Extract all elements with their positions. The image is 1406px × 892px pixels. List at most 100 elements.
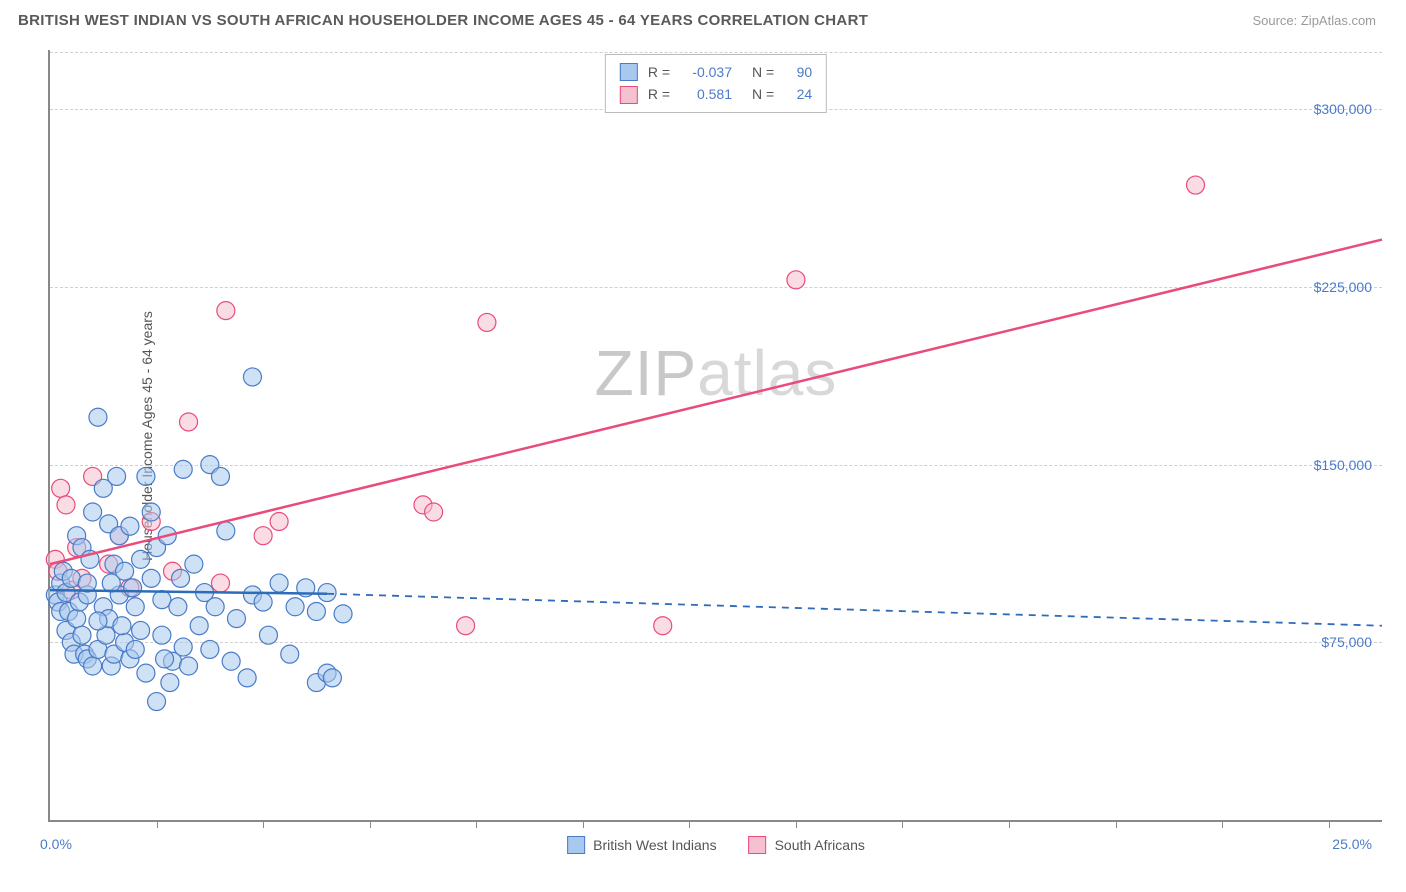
data-point — [254, 527, 272, 545]
data-point — [102, 574, 120, 592]
data-point — [108, 467, 126, 485]
data-point — [1187, 176, 1205, 194]
data-point — [201, 640, 219, 658]
r-value-1: -0.037 — [680, 61, 732, 83]
data-point — [334, 605, 352, 623]
data-point — [787, 271, 805, 289]
data-point — [84, 657, 102, 675]
x-tick — [157, 820, 158, 828]
n-value-1: 90 — [784, 61, 812, 83]
data-point — [174, 460, 192, 478]
plot-area: ZIPatlas $75,000$150,000$225,000$300,000… — [48, 50, 1382, 822]
legend-item-2: South Africans — [749, 836, 865, 854]
data-point — [323, 669, 341, 687]
data-point — [68, 610, 86, 628]
data-point — [142, 569, 160, 587]
legend-label-2: South Africans — [775, 837, 865, 853]
x-tick — [689, 820, 690, 828]
data-point — [654, 617, 672, 635]
x-tick — [1329, 820, 1330, 828]
r-label: R = — [648, 83, 670, 105]
data-point — [180, 657, 198, 675]
r-label: R = — [648, 61, 670, 83]
x-tick — [1222, 820, 1223, 828]
series1-swatch — [567, 836, 585, 854]
series2-swatch — [749, 836, 767, 854]
x-axis-min-label: 0.0% — [40, 836, 72, 852]
data-point — [259, 626, 277, 644]
x-tick — [902, 820, 903, 828]
data-point — [113, 617, 131, 635]
data-point — [190, 617, 208, 635]
trend-line — [327, 594, 1382, 626]
data-point — [243, 368, 261, 386]
x-tick — [263, 820, 264, 828]
data-point — [84, 503, 102, 521]
x-tick — [583, 820, 584, 828]
data-point — [142, 503, 160, 521]
legend: British West Indians South Africans — [567, 836, 865, 854]
data-point — [206, 598, 224, 616]
data-point — [126, 640, 144, 658]
series1-swatch — [620, 63, 638, 81]
data-point — [62, 569, 80, 587]
data-point — [169, 598, 187, 616]
data-point — [89, 612, 107, 630]
n-value-2: 24 — [784, 83, 812, 105]
data-point — [217, 302, 235, 320]
data-point — [137, 664, 155, 682]
chart-container: Householder Income Ages 45 - 64 years ZI… — [48, 50, 1382, 822]
data-point — [457, 617, 475, 635]
data-point — [148, 693, 166, 711]
data-point — [156, 650, 174, 668]
stats-row-2: R = 0.581 N = 24 — [620, 83, 812, 105]
data-point — [211, 467, 229, 485]
x-axis-max-label: 25.0% — [1332, 836, 1372, 852]
data-point — [425, 503, 443, 521]
r-value-2: 0.581 — [680, 83, 732, 105]
data-point — [153, 626, 171, 644]
data-point — [121, 517, 139, 535]
data-point — [222, 652, 240, 670]
data-point — [238, 669, 256, 687]
x-tick — [1009, 820, 1010, 828]
data-point — [254, 593, 272, 611]
n-label: N = — [752, 83, 774, 105]
data-point — [126, 598, 144, 616]
x-tick — [370, 820, 371, 828]
data-point — [161, 674, 179, 692]
data-point — [132, 550, 150, 568]
data-point — [137, 467, 155, 485]
data-point — [73, 626, 91, 644]
data-point — [270, 512, 288, 530]
data-point — [286, 598, 304, 616]
data-point — [89, 408, 107, 426]
data-point — [124, 579, 142, 597]
data-point — [281, 645, 299, 663]
data-point — [270, 574, 288, 592]
data-point — [57, 496, 75, 514]
data-point — [217, 522, 235, 540]
legend-label-1: British West Indians — [593, 837, 716, 853]
n-label: N = — [752, 61, 774, 83]
data-point — [307, 603, 325, 621]
chart-title: BRITISH WEST INDIAN VS SOUTH AFRICAN HOU… — [18, 12, 868, 29]
data-point — [227, 610, 245, 628]
data-point — [185, 555, 203, 573]
data-point — [478, 313, 496, 331]
data-point — [52, 479, 70, 497]
data-point — [211, 574, 229, 592]
x-tick — [1116, 820, 1117, 828]
stats-row-1: R = -0.037 N = 90 — [620, 61, 812, 83]
trend-line — [50, 240, 1382, 565]
data-point — [180, 413, 198, 431]
series2-swatch — [620, 86, 638, 104]
scatter-plot — [50, 50, 1382, 820]
source-label: Source: ZipAtlas.com — [1252, 13, 1376, 28]
x-tick — [476, 820, 477, 828]
data-point — [174, 638, 192, 656]
data-point — [172, 569, 190, 587]
data-point — [153, 591, 171, 609]
data-point — [132, 621, 150, 639]
x-tick — [796, 820, 797, 828]
